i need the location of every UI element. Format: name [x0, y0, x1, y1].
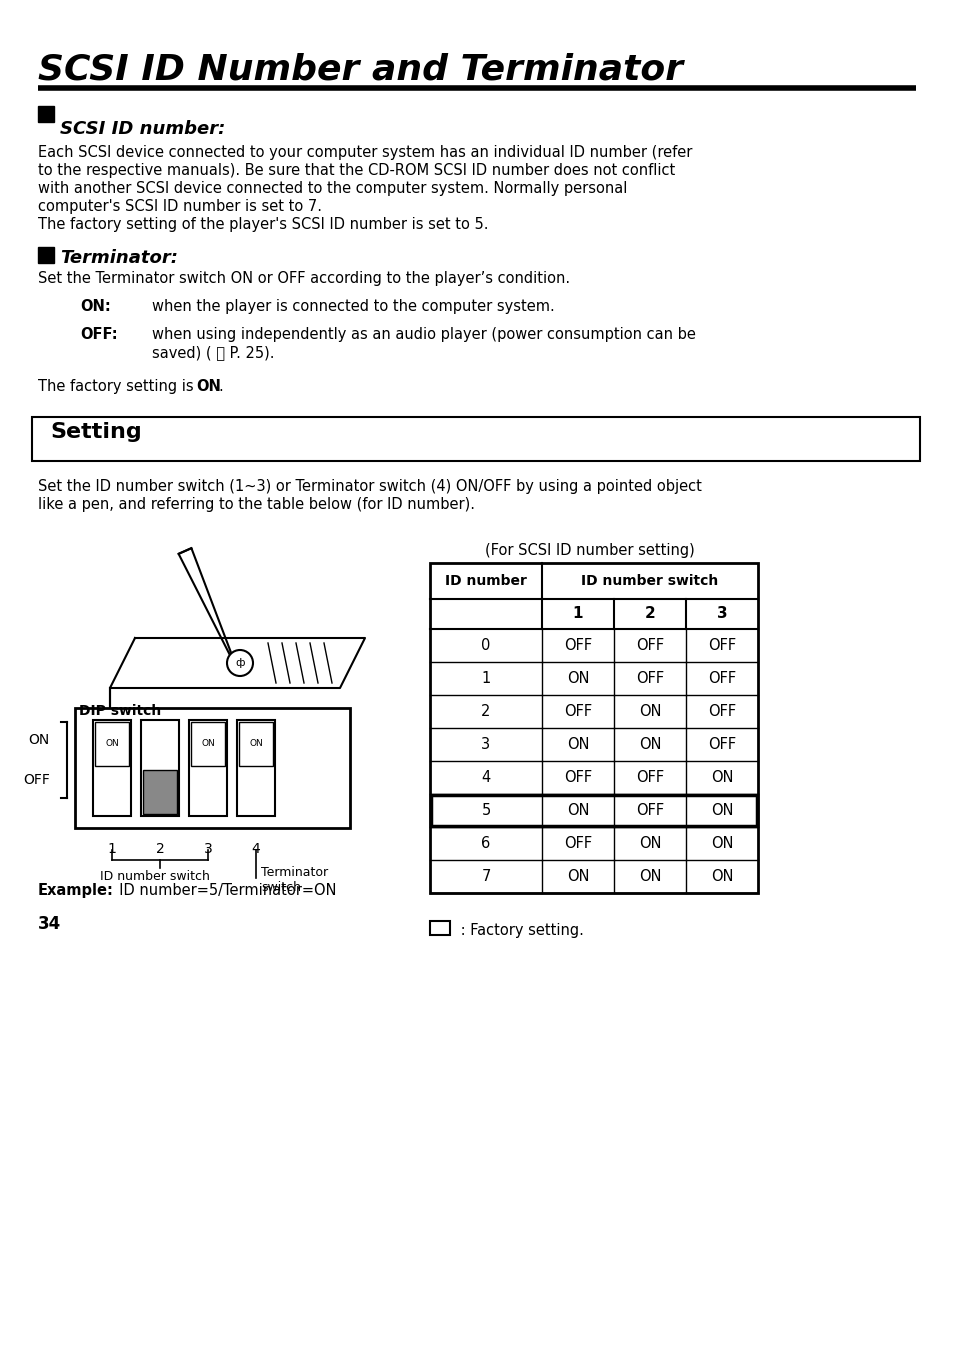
- Text: Terminator:: Terminator:: [60, 249, 178, 267]
- Text: saved) ( ⌣ P. 25).: saved) ( ⌣ P. 25).: [152, 345, 274, 360]
- Text: ID number switch: ID number switch: [100, 870, 210, 883]
- Bar: [75, 708, 350, 828]
- Polygon shape: [178, 548, 237, 671]
- Text: ON: ON: [566, 869, 589, 884]
- Text: ON: ON: [566, 804, 589, 819]
- Text: Terminator
switch: Terminator switch: [261, 866, 328, 893]
- Text: SCSI ID Number and Terminator: SCSI ID Number and Terminator: [38, 52, 682, 86]
- Text: OFF: OFF: [563, 637, 592, 652]
- Text: ON: ON: [639, 737, 660, 752]
- Bar: [239, 722, 273, 765]
- Text: OFF: OFF: [707, 671, 736, 686]
- Text: ID number=5/Terminator=ON: ID number=5/Terminator=ON: [110, 883, 336, 898]
- Text: OFF: OFF: [23, 774, 50, 787]
- Text: like a pen, and referring to the table below (for ID number).: like a pen, and referring to the table b…: [38, 497, 475, 512]
- Text: Example:: Example:: [38, 883, 113, 898]
- Text: ON: ON: [29, 733, 50, 746]
- Text: 5: 5: [481, 804, 490, 819]
- Text: 4: 4: [481, 770, 490, 785]
- Text: OFF: OFF: [707, 737, 736, 752]
- Polygon shape: [110, 637, 365, 688]
- Bar: [92, 720, 131, 816]
- Text: DIP switch: DIP switch: [79, 704, 161, 718]
- Text: ON: ON: [105, 740, 119, 749]
- Text: OFF: OFF: [707, 704, 736, 719]
- Text: 1: 1: [108, 842, 116, 855]
- Text: ON: ON: [639, 704, 660, 719]
- Text: OFF: OFF: [636, 770, 663, 785]
- Text: Each SCSI device connected to your computer system has an individual ID number (: Each SCSI device connected to your compu…: [38, 144, 692, 159]
- Text: OFF: OFF: [707, 637, 736, 652]
- Text: OFF: OFF: [636, 671, 663, 686]
- Text: ON: ON: [566, 671, 589, 686]
- Text: 3: 3: [203, 842, 213, 855]
- Text: ID number: ID number: [445, 573, 526, 588]
- Text: 34: 34: [38, 915, 61, 933]
- Text: 3: 3: [481, 737, 490, 752]
- Text: Setting: Setting: [50, 422, 142, 443]
- Text: ON: ON: [201, 740, 214, 749]
- Text: ON: ON: [639, 836, 660, 851]
- Text: when using independently as an audio player (power consumption can be: when using independently as an audio pla…: [152, 327, 695, 342]
- Text: ID number switch: ID number switch: [580, 573, 718, 588]
- Bar: [143, 770, 177, 814]
- Text: (For SCSI ID number setting): (For SCSI ID number setting): [485, 543, 694, 558]
- Circle shape: [227, 650, 253, 676]
- Text: 1: 1: [481, 671, 490, 686]
- Text: ON: ON: [710, 836, 733, 851]
- Bar: [189, 720, 227, 816]
- Text: .: .: [218, 379, 222, 394]
- Text: computer's SCSI ID number is set to 7.: computer's SCSI ID number is set to 7.: [38, 199, 322, 214]
- Text: 6: 6: [481, 836, 490, 851]
- Text: The factory setting is: The factory setting is: [38, 379, 198, 394]
- Text: OFF: OFF: [563, 704, 592, 719]
- Text: The factory setting of the player's SCSI ID number is set to 5.: The factory setting of the player's SCSI…: [38, 217, 488, 232]
- Text: when the player is connected to the computer system.: when the player is connected to the comp…: [152, 300, 554, 315]
- Text: 0: 0: [481, 637, 490, 652]
- Text: ON:: ON:: [80, 300, 111, 315]
- Bar: [95, 722, 129, 765]
- Text: ON: ON: [710, 770, 733, 785]
- Text: ф: ф: [235, 658, 245, 667]
- Bar: [236, 720, 274, 816]
- Text: ON: ON: [195, 379, 221, 394]
- Text: ON: ON: [566, 737, 589, 752]
- Text: ON: ON: [249, 740, 263, 749]
- Text: OFF: OFF: [636, 804, 663, 819]
- Text: OFF: OFF: [563, 770, 592, 785]
- Text: 3: 3: [716, 606, 726, 621]
- Bar: [38, 247, 54, 263]
- Text: 4: 4: [252, 842, 260, 855]
- Text: 1: 1: [572, 606, 582, 621]
- Text: OFF: OFF: [636, 637, 663, 652]
- Bar: [32, 417, 919, 460]
- Text: : Factory setting.: : Factory setting.: [456, 923, 583, 938]
- Text: 7: 7: [481, 869, 490, 884]
- Text: ON: ON: [639, 869, 660, 884]
- Bar: [141, 720, 179, 816]
- Text: 2: 2: [481, 704, 490, 719]
- Text: OFF: OFF: [563, 836, 592, 851]
- Text: ON: ON: [710, 869, 733, 884]
- Text: ON: ON: [710, 804, 733, 819]
- Bar: [430, 563, 758, 893]
- Text: OFF:: OFF:: [80, 327, 117, 342]
- Bar: [38, 106, 54, 123]
- Bar: [430, 921, 450, 934]
- Text: 2: 2: [155, 842, 164, 855]
- Text: 2: 2: [644, 606, 655, 621]
- Bar: [191, 722, 225, 765]
- Text: Set the ID number switch (1~3) or Terminator switch (4) ON/OFF by using a pointe: Set the ID number switch (1~3) or Termin…: [38, 479, 701, 494]
- Text: Set the Terminator switch ON or OFF according to the player’s condition.: Set the Terminator switch ON or OFF acco…: [38, 271, 570, 286]
- Text: to the respective manuals). Be sure that the CD-ROM SCSI ID number does not conf: to the respective manuals). Be sure that…: [38, 163, 675, 178]
- Text: with another SCSI device connected to the computer system. Normally personal: with another SCSI device connected to th…: [38, 181, 627, 196]
- Bar: [431, 795, 757, 825]
- Text: SCSI ID number:: SCSI ID number:: [60, 120, 225, 138]
